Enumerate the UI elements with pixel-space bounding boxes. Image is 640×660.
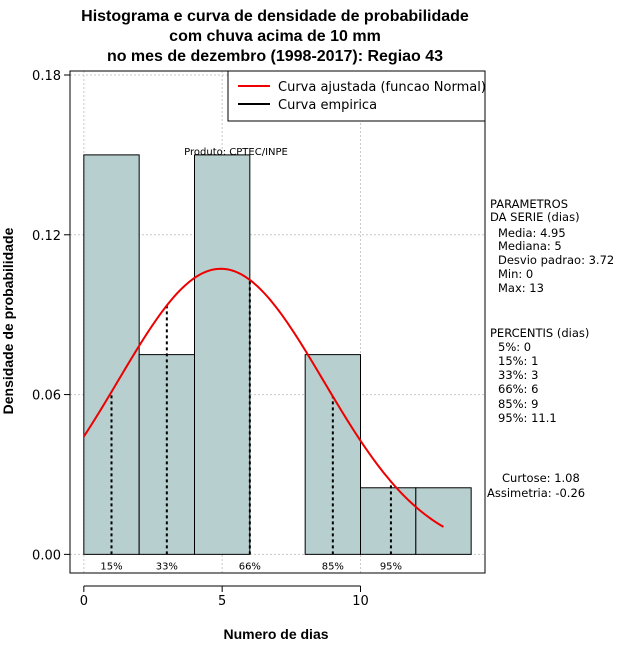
x-axis-title: Numero de dias [223,626,328,642]
x-tick-label: 10 [352,594,369,609]
y-axis: 0.00 0.06 0.12 0.18 [32,69,71,563]
product-credit: Produto: CPTEC/INPE [184,147,288,158]
y-tick-label: 0.18 [32,69,61,84]
histogram-bar [360,487,417,555]
chart-title: Histograma e curva de densidade de proba… [81,8,469,65]
percentile-markers: 15% 33% 66% 85% 95% [100,279,402,572]
percentis-title: PERCENTIS (dias) [490,326,589,340]
y-axis-title: Densidade de probabilidade [0,227,16,414]
y-tick-label: 0.12 [32,229,61,244]
legend-label-fit: Curva ajustada (funcao Normal) [278,80,486,95]
normal-fit-curve [82,267,445,528]
y-tick-label: 0.00 [32,548,61,563]
title-line-2: com chuva acima de 10 mm [169,28,381,45]
percentil-95: 95%: 11.1 [498,411,557,425]
title-line-1: Histograma e curva de densidade de proba… [81,8,469,25]
assimetria: Assimetria: -0.26 [487,486,585,500]
param-mediana: Mediana: 5 [498,239,562,253]
param-media: Media: 4.95 [498,226,566,240]
stats-panel: PARAMETROS DA SERIE (dias) Media: 4.95 M… [487,197,614,500]
x-tick-label: 5 [218,594,226,609]
x-tick-label: 0 [80,594,88,609]
legend-box [227,70,486,122]
histogram-bar [83,154,140,555]
title-line-3: no mes de dezembro (1998-2017): Regiao 4… [107,48,443,65]
normal-fit-line [82,267,445,528]
percentile-label: 15% [100,561,122,572]
percentile-label: 66% [239,561,261,572]
param-max: Max: 13 [498,281,544,295]
params-title-1: PARAMETROS [490,197,568,211]
legend-label-empirical: Curva empirica [278,98,377,113]
histogram-bar [304,354,361,555]
percentil-5: 5%: 0 [498,340,531,354]
percentil-85: 85%: 9 [498,397,538,411]
histogram-bar [415,487,472,555]
percentile-label: 95% [380,561,402,572]
percentile-label: 33% [156,561,178,572]
legend: Curva ajustada (funcao Normal) Curva emp… [227,70,486,122]
param-min: Min: 0 [498,267,533,281]
param-desvio: Desvio padrao: 3.72 [498,253,614,267]
y-tick-label: 0.06 [32,389,61,404]
histogram-bars [83,154,472,555]
x-axis: 0 5 10 [80,585,369,609]
params-title-2: DA SERIE (dias) [490,210,580,224]
curtose: Curtose: 1.08 [502,471,580,485]
percentil-33: 33%: 3 [498,368,538,382]
histogram-bar [138,354,196,555]
percentile-label: 85% [322,561,344,572]
percentil-15: 15%: 1 [498,354,538,368]
histogram-bar [194,154,251,555]
percentil-66: 66%: 6 [498,382,538,396]
